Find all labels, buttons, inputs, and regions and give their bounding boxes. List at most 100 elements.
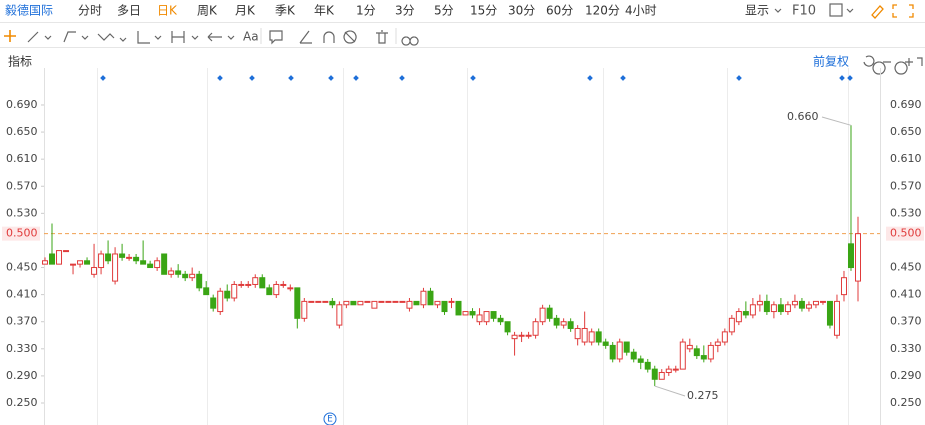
display-menu[interactable]: 显示 [745,4,769,18]
candle-body [546,307,553,319]
candle-body [84,260,91,265]
event-marker[interactable] [470,75,476,81]
period-tab[interactable]: 分时 [78,4,102,18]
event-marker[interactable] [620,75,626,81]
stock-name[interactable]: 毅德国际 [5,3,53,18]
candle-body [574,327,581,340]
period-tab[interactable]: 15分 [470,4,497,18]
candle-body [497,317,504,323]
event-marker[interactable] [847,75,853,81]
y-tick-label: 0.650 [6,125,38,138]
candle-body [189,273,196,279]
candle-body [833,300,840,336]
period-tab[interactable]: 周K [197,4,218,18]
y-tick-label: 0.690 [6,98,38,111]
period-tab[interactable]: 年K [314,4,335,18]
event-marker[interactable] [249,75,255,81]
candle-body [567,321,574,329]
candle-body [126,256,133,259]
event-marker[interactable] [736,75,742,81]
candle-body [91,267,98,275]
draw-icon[interactable] [871,5,884,19]
annotation-leader [821,116,852,126]
event-marker[interactable] [100,75,106,81]
event-marker[interactable] [328,75,334,81]
indicator-label[interactable]: 指标 [8,54,32,69]
period-tab[interactable]: 1分 [356,4,376,18]
period-tab[interactable]: 多日 [117,4,141,18]
adjust-label[interactable]: 前复权 [813,54,849,69]
candle-body [112,253,119,282]
event-marker[interactable] [217,75,223,81]
candle-body [357,300,364,306]
candle-body [364,300,371,303]
candle-body [707,344,714,360]
low-annotation: 0.275 [687,389,719,402]
candle-body [336,304,343,326]
candle-body [609,344,616,360]
candle-body [560,321,567,326]
y-tick-label: 0.250 [6,396,38,409]
candle-body [840,277,847,296]
icon[interactable] [829,3,843,17]
candle-body [147,263,154,269]
y-tick-label: 0.370 [890,315,922,328]
y-tick-label: 0.570 [890,179,922,192]
candle-body [182,273,189,279]
event-marker[interactable] [288,75,294,81]
y-tick-label: 0.650 [890,125,922,138]
y-tick-label: 0.330 [6,342,38,355]
period-tab[interactable]: 30分 [508,4,535,18]
tool-icons[interactable] [269,30,419,46]
event-marker[interactable] [399,75,405,81]
candle-body [756,300,763,306]
zoom-icons[interactable] [863,55,923,75]
candle-body [273,283,280,296]
candle-body [553,317,560,326]
event-marker[interactable] [353,75,359,81]
candle-body [728,317,735,333]
candle-body [777,304,784,313]
candle-body [602,341,609,346]
period-tab[interactable]: 5分 [434,4,454,18]
plot-area: 0.250 0.250 0.290 0.290 0.330 0.330 0.370 0.370… [2,68,924,425]
period-tab[interactable]: 4小时 [625,4,657,18]
candle-body [308,300,315,303]
tool-icons[interactable] [27,31,235,44]
candle-body [490,311,497,319]
candle-body [504,321,511,333]
candle-body [266,287,273,296]
candle-body [252,277,259,285]
move-icon[interactable] [4,30,16,42]
candle-body [714,341,721,346]
period-tab[interactable]: 季K [275,4,296,18]
candle-body [56,250,63,265]
candle-body [630,351,637,360]
candle-body [532,321,539,336]
high-annotation: 0.660 [787,110,819,123]
period-tab[interactable]: 月K [235,4,256,18]
y-tick-label: 0.370 [6,315,38,328]
f10-button[interactable]: F10 [792,4,816,19]
text-tool[interactable]: Aa [243,30,259,44]
candle-body [595,331,602,343]
y-tick-label: 0.610 [6,152,38,165]
candle-body [448,300,455,303]
period-tab[interactable]: 60分 [546,4,573,18]
candle-body [749,304,756,316]
period-tab[interactable]: 120分 [585,4,620,18]
event-marker[interactable] [839,75,845,81]
fullscreen-icon[interactable] [892,4,914,18]
period-tab[interactable]: 日K [157,4,178,18]
y-tick-label: 0.410 [6,288,38,301]
icon [846,8,854,13]
last-price-label: 0.500 [890,227,922,240]
candle-body [301,300,308,319]
event-marker[interactable] [587,75,593,81]
y-tick-label: 0.530 [890,206,922,219]
period-tab[interactable]: 3分 [395,4,415,18]
candle-body [119,253,126,258]
candle-body [462,311,469,316]
